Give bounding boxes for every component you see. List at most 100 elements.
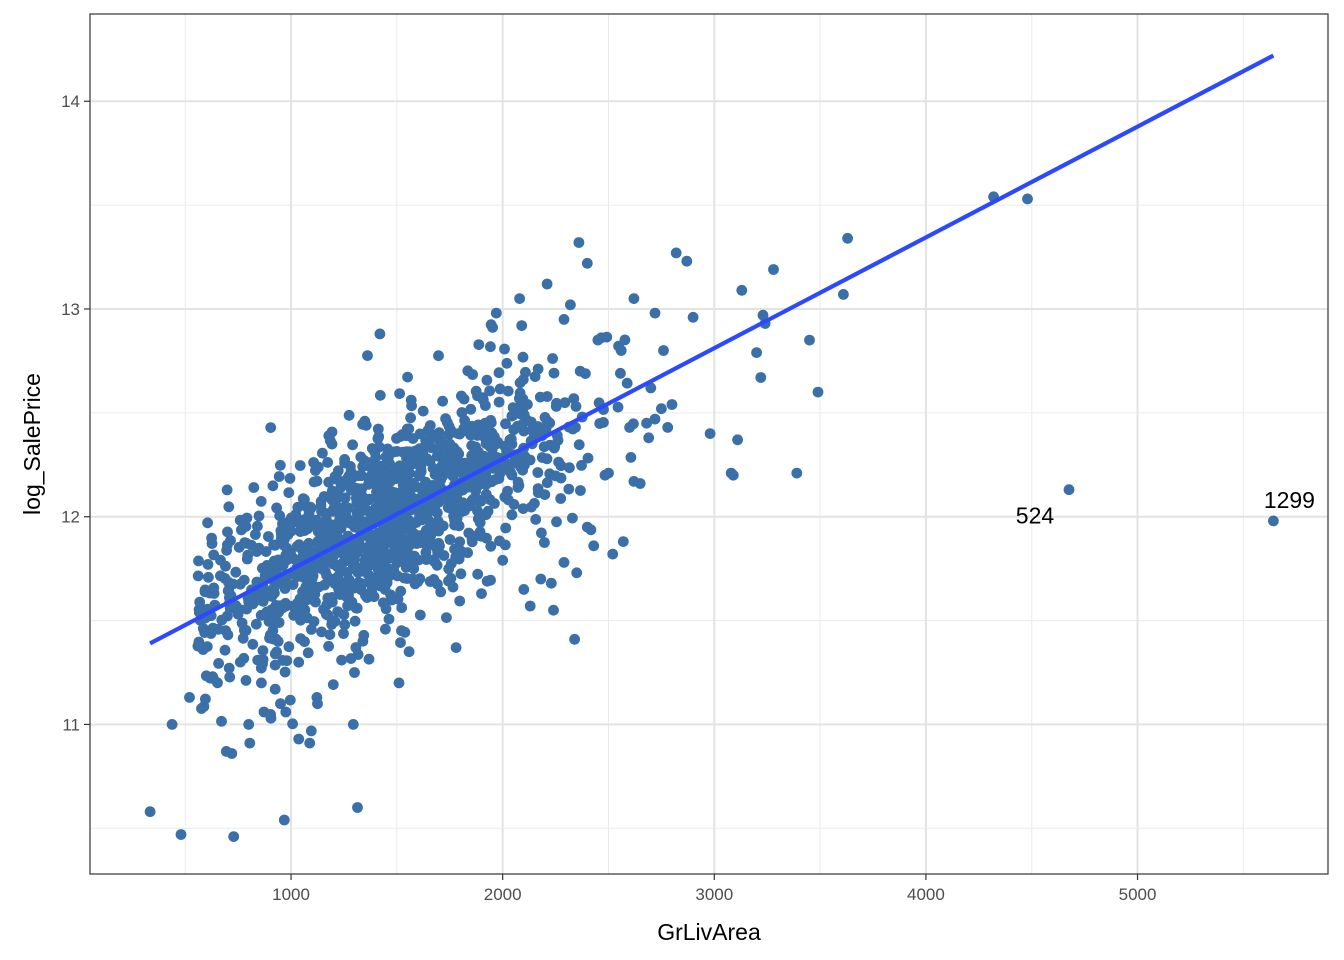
data-point-510 — [377, 556, 388, 568]
data-point-1342 — [274, 459, 286, 471]
data-point-1123 — [445, 424, 456, 436]
panel-background — [90, 14, 1328, 874]
data-point-1377 — [234, 578, 246, 590]
y-axis: 11 12 13 14 — [61, 92, 90, 734]
data-point-1313 — [272, 636, 284, 647]
data-point-1145 — [570, 401, 582, 412]
y-axis-title: log_SalePrice — [19, 373, 45, 515]
data-point-516 — [323, 476, 335, 488]
data-point-1386 — [257, 658, 268, 670]
data-point-664 — [582, 452, 594, 464]
data-point-1329 — [450, 511, 462, 523]
data-point-940 — [502, 385, 514, 397]
data-point-1169 — [394, 388, 405, 399]
data-point-1110 — [476, 471, 487, 483]
data-point-971 — [326, 438, 338, 450]
data-point-959 — [458, 393, 470, 405]
data-point-16 — [278, 814, 290, 826]
data-point-646 — [202, 517, 214, 529]
data-point-1381 — [361, 592, 373, 603]
data-point-1275 — [413, 469, 425, 480]
data-point-966 — [299, 636, 310, 647]
data-point-1184 — [344, 597, 356, 608]
data-point-904 — [493, 367, 505, 379]
data-point-1213 — [265, 709, 276, 720]
data-point-947 — [499, 343, 510, 355]
data-point-1267 — [444, 438, 456, 450]
data-point-349 — [287, 718, 298, 730]
data-point-0 — [144, 806, 156, 818]
data-point-1338 — [514, 393, 525, 404]
data-point-1261 — [347, 561, 359, 572]
data-point-1138 — [493, 473, 505, 484]
data-point-815 — [300, 581, 312, 593]
annotation-1299: 1299 — [1264, 487, 1315, 513]
data-point-636 — [481, 374, 493, 386]
data-point-759 — [366, 443, 378, 454]
data-point-55 — [681, 255, 693, 267]
data-point-1229 — [438, 550, 450, 561]
data-point-15 — [280, 706, 292, 718]
data-point-555 — [555, 493, 567, 504]
data-point-1219 — [433, 525, 444, 537]
data-point-108 — [485, 540, 497, 552]
grid-minor — [90, 14, 1328, 874]
data-point-670 — [417, 405, 429, 417]
data-point-868 — [215, 570, 226, 582]
data-point-532 — [500, 522, 512, 534]
data-point-1279 — [444, 534, 456, 545]
x-tick-label-1: 2000 — [484, 885, 522, 904]
data-point-1335 — [334, 563, 346, 575]
data-point-17 — [293, 733, 305, 745]
data-point-252 — [548, 367, 560, 379]
data-point-1367 — [410, 481, 422, 493]
data-point-653 — [396, 602, 408, 614]
data-point-1052 — [392, 593, 404, 605]
data-point-558 — [253, 510, 265, 522]
data-point-310 — [473, 339, 485, 350]
data-point-54 — [670, 247, 682, 259]
data-point-1383 — [398, 572, 410, 584]
data-point-1065 — [221, 484, 233, 496]
data-point-50 — [656, 403, 667, 415]
data-point-32 — [535, 573, 547, 585]
data-point-837 — [303, 507, 315, 519]
data-point-972 — [205, 628, 217, 639]
data-point-109 — [349, 615, 361, 627]
data-point-1032 — [323, 640, 334, 652]
data-point-760 — [372, 433, 384, 444]
data-point-1205 — [269, 587, 280, 599]
data-point-1107 — [563, 483, 575, 495]
data-point-10 — [244, 737, 256, 749]
data-point-1212 — [359, 415, 371, 427]
data-point-53 — [666, 399, 678, 410]
data-point-1363 — [544, 439, 556, 451]
data-point-915 — [202, 559, 214, 570]
data-point-491 — [326, 426, 338, 438]
data-point-1359 — [333, 515, 345, 527]
data-point-1253 — [437, 462, 449, 474]
data-point-248 — [472, 505, 483, 517]
data-point-588 — [506, 509, 518, 521]
data-point-84 — [628, 293, 640, 304]
data-point-1326 — [354, 520, 365, 532]
data-point-1170 — [283, 487, 295, 498]
data-point-995 — [480, 400, 491, 411]
data-point-927 — [197, 623, 209, 634]
data-point-83 — [565, 299, 576, 311]
data-point-306 — [455, 568, 467, 580]
data-point-1349 — [481, 575, 493, 587]
data-point-28 — [476, 588, 487, 599]
data-point-1303 — [285, 512, 297, 524]
data-point-551 — [395, 637, 406, 648]
data-point-1066 — [553, 456, 564, 468]
data-point-1176 — [470, 385, 482, 397]
data-point-502 — [485, 319, 497, 331]
data-point-583 — [283, 641, 295, 653]
data-point-817 — [465, 403, 477, 415]
data-point-1070 — [530, 514, 542, 525]
data-point-262 — [433, 350, 444, 362]
data-point-1378 — [580, 368, 591, 379]
data-point-735 — [524, 454, 536, 466]
data-point-255 — [559, 397, 571, 409]
